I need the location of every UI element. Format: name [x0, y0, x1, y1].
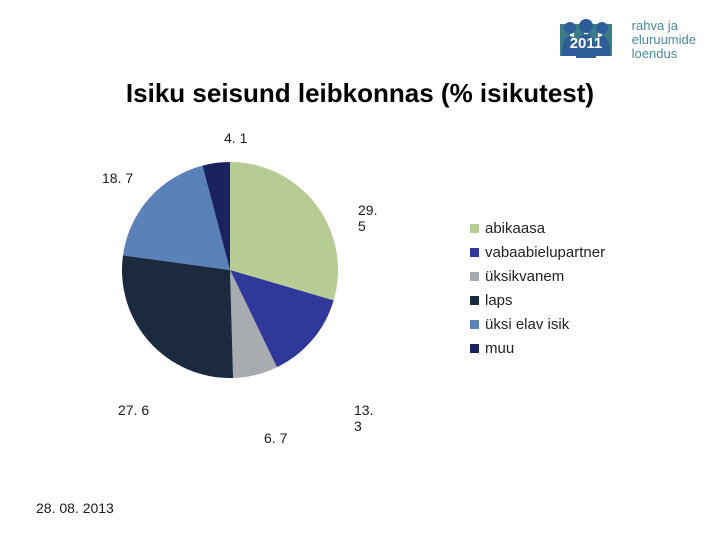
legend-swatch [470, 344, 479, 353]
legend-label: muu [485, 340, 514, 357]
legend-item: muu [470, 340, 605, 357]
legend-label: abikaasa [485, 220, 545, 237]
legend-label: üksi elav isik [485, 316, 569, 333]
footer-date: 28. 08. 2013 [36, 500, 114, 516]
logo: 2011 rahva ja eluruumide loendus [554, 18, 696, 62]
legend: abikaasa vabaabielupartner üksikvanem laps ü… [470, 220, 605, 357]
logo-year: 2011 [569, 35, 602, 52]
data-label: 6. 7 [264, 430, 287, 446]
page-title: Isiku seisund leibkonnas (% isikutest) [0, 78, 720, 109]
legend-swatch [470, 224, 479, 233]
data-label: 29. 5 [358, 202, 380, 234]
legend-item: üksi elav isik [470, 316, 605, 333]
people-icon [579, 19, 593, 33]
legend-swatch [470, 320, 479, 329]
data-label: 18. 7 [102, 170, 133, 186]
pie-svg [120, 160, 340, 380]
legend-swatch [470, 272, 479, 281]
legend-label: üksikvanem [485, 268, 564, 285]
legend-item: vabaabielupartner [470, 244, 605, 261]
legend-label: vabaabielupartner [485, 244, 605, 261]
people-icon [564, 22, 576, 34]
slide: 2011 rahva ja eluruumide loendus Isiku s… [0, 0, 720, 540]
logo-text: rahva ja eluruumide loendus [632, 19, 696, 62]
logo-text-line: rahva ja [632, 19, 696, 33]
logo-text-line: eluruumide [632, 33, 696, 47]
legend-item: abikaasa [470, 220, 605, 237]
logo-mark: 2011 [554, 18, 626, 62]
legend-swatch [470, 248, 479, 257]
data-label: 27. 6 [118, 402, 149, 418]
legend-item: üksikvanem [470, 268, 605, 285]
legend-label: laps [485, 292, 513, 309]
data-label: 4. 1 [224, 130, 247, 146]
logo-text-line: loendus [632, 47, 696, 61]
pie-chart: 29. 513. 36. 727. 618. 74. 1 [120, 140, 380, 400]
pie-slice [122, 255, 233, 378]
legend-item: laps [470, 292, 605, 309]
people-icon [596, 22, 608, 34]
legend-swatch [470, 296, 479, 305]
data-label: 13. 3 [354, 402, 380, 434]
